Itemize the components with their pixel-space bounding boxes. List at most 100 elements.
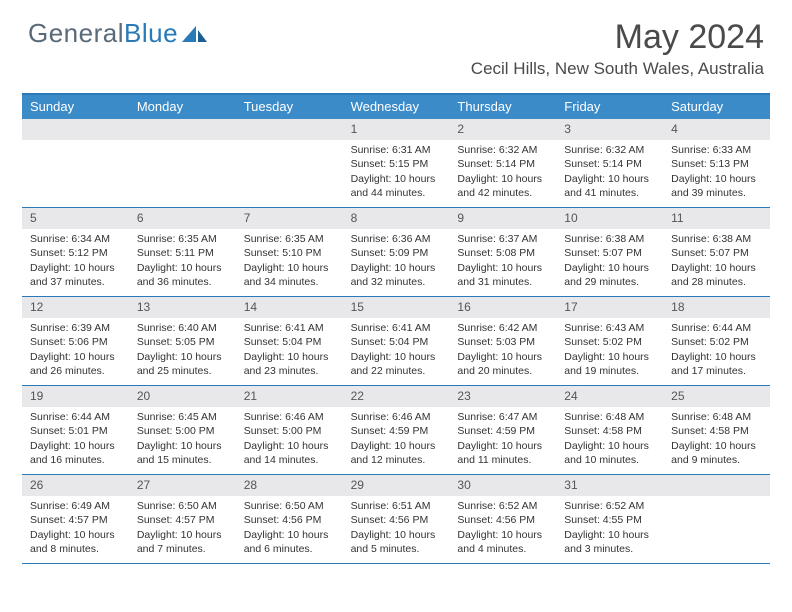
day-line-day2: and 12 minutes.: [351, 453, 444, 467]
day-number: [236, 119, 343, 140]
weekday-header: Monday: [129, 95, 236, 119]
day-line-day2: and 15 minutes.: [137, 453, 230, 467]
day-line-day1: Daylight: 10 hours: [30, 261, 123, 275]
day-line-sunset: Sunset: 5:11 PM: [137, 246, 230, 260]
day-line-sunset: Sunset: 5:07 PM: [671, 246, 764, 260]
day-line-sunrise: Sunrise: 6:42 AM: [457, 321, 550, 335]
day-number: 26: [22, 475, 129, 496]
day-cell: 4Sunrise: 6:33 AMSunset: 5:13 PMDaylight…: [663, 119, 770, 207]
day-line-sunset: Sunset: 5:15 PM: [351, 157, 444, 171]
day-line-sunrise: Sunrise: 6:48 AM: [564, 410, 657, 424]
day-number: [129, 119, 236, 140]
day-cell: 9Sunrise: 6:37 AMSunset: 5:08 PMDaylight…: [449, 208, 556, 296]
day-line-day2: and 39 minutes.: [671, 186, 764, 200]
weekday-header: Friday: [556, 95, 663, 119]
day-line-day2: and 5 minutes.: [351, 542, 444, 556]
day-number: 22: [343, 386, 450, 407]
day-cell: 6Sunrise: 6:35 AMSunset: 5:11 PMDaylight…: [129, 208, 236, 296]
day-line-sunrise: Sunrise: 6:44 AM: [671, 321, 764, 335]
day-line-sunrise: Sunrise: 6:48 AM: [671, 410, 764, 424]
day-line-sunrise: Sunrise: 6:50 AM: [244, 499, 337, 513]
day-line-sunset: Sunset: 4:56 PM: [457, 513, 550, 527]
day-cell: 8Sunrise: 6:36 AMSunset: 5:09 PMDaylight…: [343, 208, 450, 296]
day-body: Sunrise: 6:41 AMSunset: 5:04 PMDaylight:…: [343, 318, 450, 382]
day-line-day1: Daylight: 10 hours: [351, 439, 444, 453]
day-line-day1: Daylight: 10 hours: [30, 350, 123, 364]
day-line-sunset: Sunset: 4:56 PM: [351, 513, 444, 527]
day-number: 6: [129, 208, 236, 229]
day-line-sunrise: Sunrise: 6:31 AM: [351, 143, 444, 157]
day-number: 9: [449, 208, 556, 229]
day-line-sunset: Sunset: 5:12 PM: [30, 246, 123, 260]
weekday-header-row: SundayMondayTuesdayWednesdayThursdayFrid…: [22, 95, 770, 119]
brand-part2: Blue: [124, 18, 178, 48]
day-line-sunset: Sunset: 4:59 PM: [351, 424, 444, 438]
day-line-sunrise: Sunrise: 6:34 AM: [30, 232, 123, 246]
day-cell: 2Sunrise: 6:32 AMSunset: 5:14 PMDaylight…: [449, 119, 556, 207]
day-body: Sunrise: 6:33 AMSunset: 5:13 PMDaylight:…: [663, 140, 770, 204]
day-line-sunset: Sunset: 5:00 PM: [137, 424, 230, 438]
day-line-day1: Daylight: 10 hours: [457, 261, 550, 275]
day-number: 25: [663, 386, 770, 407]
day-number: 29: [343, 475, 450, 496]
day-body: Sunrise: 6:52 AMSunset: 4:55 PMDaylight:…: [556, 496, 663, 560]
day-line-sunset: Sunset: 5:13 PM: [671, 157, 764, 171]
day-line-day1: Daylight: 10 hours: [564, 350, 657, 364]
day-line-day1: Daylight: 10 hours: [564, 528, 657, 542]
title-block: May 2024 Cecil Hills, New South Wales, A…: [471, 18, 764, 79]
day-line-sunrise: Sunrise: 6:50 AM: [137, 499, 230, 513]
day-line-day1: Daylight: 10 hours: [30, 528, 123, 542]
weekday-header: Tuesday: [236, 95, 343, 119]
day-line-day2: and 6 minutes.: [244, 542, 337, 556]
week-row: 26Sunrise: 6:49 AMSunset: 4:57 PMDayligh…: [22, 475, 770, 564]
brand-sail-icon: [182, 25, 208, 43]
day-body: Sunrise: 6:49 AMSunset: 4:57 PMDaylight:…: [22, 496, 129, 560]
day-cell: 16Sunrise: 6:42 AMSunset: 5:03 PMDayligh…: [449, 297, 556, 385]
week-row: 19Sunrise: 6:44 AMSunset: 5:01 PMDayligh…: [22, 386, 770, 475]
weekday-header: Wednesday: [343, 95, 450, 119]
day-line-day2: and 10 minutes.: [564, 453, 657, 467]
brand-text: GeneralBlue: [28, 18, 178, 49]
day-line-day2: and 42 minutes.: [457, 186, 550, 200]
day-line-sunset: Sunset: 5:02 PM: [671, 335, 764, 349]
location-text: Cecil Hills, New South Wales, Australia: [471, 59, 764, 79]
day-line-sunset: Sunset: 4:58 PM: [564, 424, 657, 438]
day-line-day2: and 41 minutes.: [564, 186, 657, 200]
day-body: Sunrise: 6:42 AMSunset: 5:03 PMDaylight:…: [449, 318, 556, 382]
day-line-sunset: Sunset: 4:57 PM: [30, 513, 123, 527]
day-line-day2: and 16 minutes.: [30, 453, 123, 467]
day-body: Sunrise: 6:38 AMSunset: 5:07 PMDaylight:…: [556, 229, 663, 293]
day-line-day2: and 32 minutes.: [351, 275, 444, 289]
page-header: GeneralBlue May 2024 Cecil Hills, New So…: [0, 0, 792, 83]
day-line-sunrise: Sunrise: 6:43 AM: [564, 321, 657, 335]
day-body: Sunrise: 6:37 AMSunset: 5:08 PMDaylight:…: [449, 229, 556, 293]
day-cell: 3Sunrise: 6:32 AMSunset: 5:14 PMDaylight…: [556, 119, 663, 207]
day-line-sunrise: Sunrise: 6:37 AM: [457, 232, 550, 246]
day-line-day2: and 11 minutes.: [457, 453, 550, 467]
day-body: Sunrise: 6:32 AMSunset: 5:14 PMDaylight:…: [556, 140, 663, 204]
calendar-grid: SundayMondayTuesdayWednesdayThursdayFrid…: [22, 93, 770, 564]
month-title: May 2024: [471, 18, 764, 57]
day-line-day2: and 14 minutes.: [244, 453, 337, 467]
day-line-sunrise: Sunrise: 6:41 AM: [244, 321, 337, 335]
day-line-day1: Daylight: 10 hours: [457, 172, 550, 186]
day-number: 31: [556, 475, 663, 496]
day-number: 14: [236, 297, 343, 318]
day-number: 11: [663, 208, 770, 229]
day-cell: 25Sunrise: 6:48 AMSunset: 4:58 PMDayligh…: [663, 386, 770, 474]
day-line-sunset: Sunset: 5:14 PM: [564, 157, 657, 171]
day-line-day1: Daylight: 10 hours: [351, 350, 444, 364]
day-line-sunset: Sunset: 4:58 PM: [671, 424, 764, 438]
day-line-day2: and 36 minutes.: [137, 275, 230, 289]
day-cell: 18Sunrise: 6:44 AMSunset: 5:02 PMDayligh…: [663, 297, 770, 385]
day-line-day1: Daylight: 10 hours: [457, 439, 550, 453]
day-number: 4: [663, 119, 770, 140]
day-cell: 23Sunrise: 6:47 AMSunset: 4:59 PMDayligh…: [449, 386, 556, 474]
day-number: 2: [449, 119, 556, 140]
day-cell: 21Sunrise: 6:46 AMSunset: 5:00 PMDayligh…: [236, 386, 343, 474]
week-row: 1Sunrise: 6:31 AMSunset: 5:15 PMDaylight…: [22, 119, 770, 208]
day-line-day2: and 9 minutes.: [671, 453, 764, 467]
day-body: Sunrise: 6:31 AMSunset: 5:15 PMDaylight:…: [343, 140, 450, 204]
day-line-day2: and 3 minutes.: [564, 542, 657, 556]
day-line-day1: Daylight: 10 hours: [244, 350, 337, 364]
